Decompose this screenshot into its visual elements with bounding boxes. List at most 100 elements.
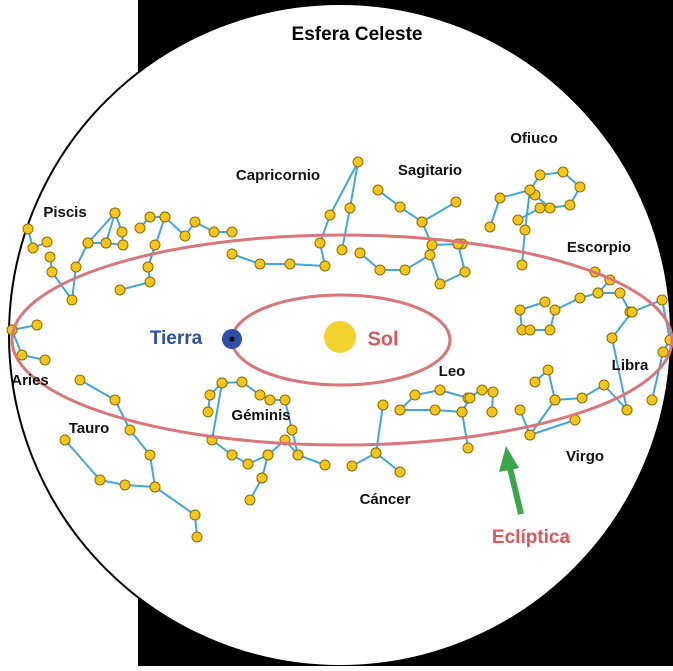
- page: Esfera Celeste Piscis Capricornio Sagita…: [0, 0, 673, 666]
- ecliptic-label: Eclíptica: [492, 527, 571, 548]
- title: Esfera Celeste: [292, 24, 423, 45]
- star: [535, 203, 545, 213]
- star: [145, 450, 155, 460]
- star: [425, 250, 435, 260]
- star: [395, 202, 405, 212]
- star: [40, 355, 50, 365]
- star: [145, 277, 155, 287]
- star: [615, 288, 625, 298]
- constellation-label: Leo: [439, 363, 466, 380]
- star: [265, 395, 275, 405]
- star: [71, 262, 81, 272]
- star: [435, 385, 445, 395]
- star: [205, 390, 215, 400]
- star: [355, 248, 365, 258]
- star: [243, 459, 253, 469]
- star: [337, 245, 347, 255]
- star: [320, 261, 330, 271]
- star: [525, 325, 535, 335]
- star: [658, 347, 668, 357]
- star: [32, 320, 42, 330]
- star: [28, 243, 38, 253]
- star: [545, 325, 555, 335]
- star: [293, 450, 303, 460]
- star: [320, 460, 330, 470]
- star: [550, 305, 560, 315]
- star: [451, 197, 461, 207]
- star: [495, 193, 505, 203]
- star: [83, 238, 93, 248]
- star: [575, 182, 585, 192]
- constellation-label: Tauro: [69, 420, 110, 437]
- star: [607, 333, 617, 343]
- star: [110, 395, 120, 405]
- constellation-label: Virgo: [566, 448, 604, 465]
- star: [647, 395, 657, 405]
- star: [255, 259, 265, 269]
- star: [125, 425, 135, 435]
- star: [435, 279, 445, 289]
- star: [353, 157, 363, 167]
- star: [540, 297, 550, 307]
- star: [287, 425, 297, 435]
- star: [627, 307, 637, 317]
- star: [227, 450, 237, 460]
- star: [192, 532, 202, 542]
- constellation-label: Capricornio: [236, 167, 320, 184]
- constellation-label: Ofiuco: [510, 130, 558, 147]
- star: [47, 267, 57, 277]
- star: [593, 288, 603, 298]
- star: [160, 212, 170, 222]
- star: [217, 378, 227, 388]
- star: [190, 510, 200, 520]
- star: [525, 430, 535, 440]
- celestial-sphere-diagram: Esfera Celeste Piscis Capricornio Sagita…: [0, 0, 673, 666]
- constellation-label: Libra: [612, 357, 649, 374]
- star: [190, 217, 200, 227]
- star: [378, 400, 388, 410]
- star: [487, 407, 497, 417]
- star: [373, 185, 383, 195]
- star: [263, 450, 273, 460]
- star: [427, 240, 437, 250]
- star: [120, 480, 130, 490]
- star: [67, 295, 77, 305]
- constellation-label: Piscis: [43, 204, 86, 221]
- star: [517, 260, 527, 270]
- constellation-label: Aries: [11, 372, 49, 389]
- star: [143, 262, 153, 272]
- earth-dot: [230, 337, 235, 342]
- star: [575, 293, 585, 303]
- star: [375, 265, 385, 275]
- star: [150, 240, 160, 250]
- star: [460, 267, 470, 277]
- star: [410, 390, 420, 400]
- star: [430, 405, 440, 415]
- star: [530, 377, 540, 387]
- star: [463, 443, 473, 453]
- sun: [324, 321, 356, 353]
- star: [599, 380, 609, 390]
- star: [477, 385, 487, 395]
- star: [42, 237, 52, 247]
- star: [657, 295, 667, 305]
- star: [280, 395, 290, 405]
- star: [515, 405, 525, 415]
- star: [550, 395, 560, 405]
- star: [535, 170, 545, 180]
- star: [543, 365, 553, 375]
- star: [75, 375, 85, 385]
- sun-label: Sol: [367, 328, 398, 350]
- constellation-label: Géminis: [231, 407, 290, 424]
- star: [209, 227, 219, 237]
- star: [488, 387, 498, 397]
- star: [237, 377, 247, 387]
- star: [117, 227, 127, 237]
- star: [101, 238, 111, 248]
- constellation-label: Cáncer: [360, 491, 411, 508]
- star: [227, 249, 237, 259]
- star: [325, 210, 335, 220]
- star: [465, 393, 475, 403]
- star: [95, 475, 105, 485]
- star: [525, 185, 535, 195]
